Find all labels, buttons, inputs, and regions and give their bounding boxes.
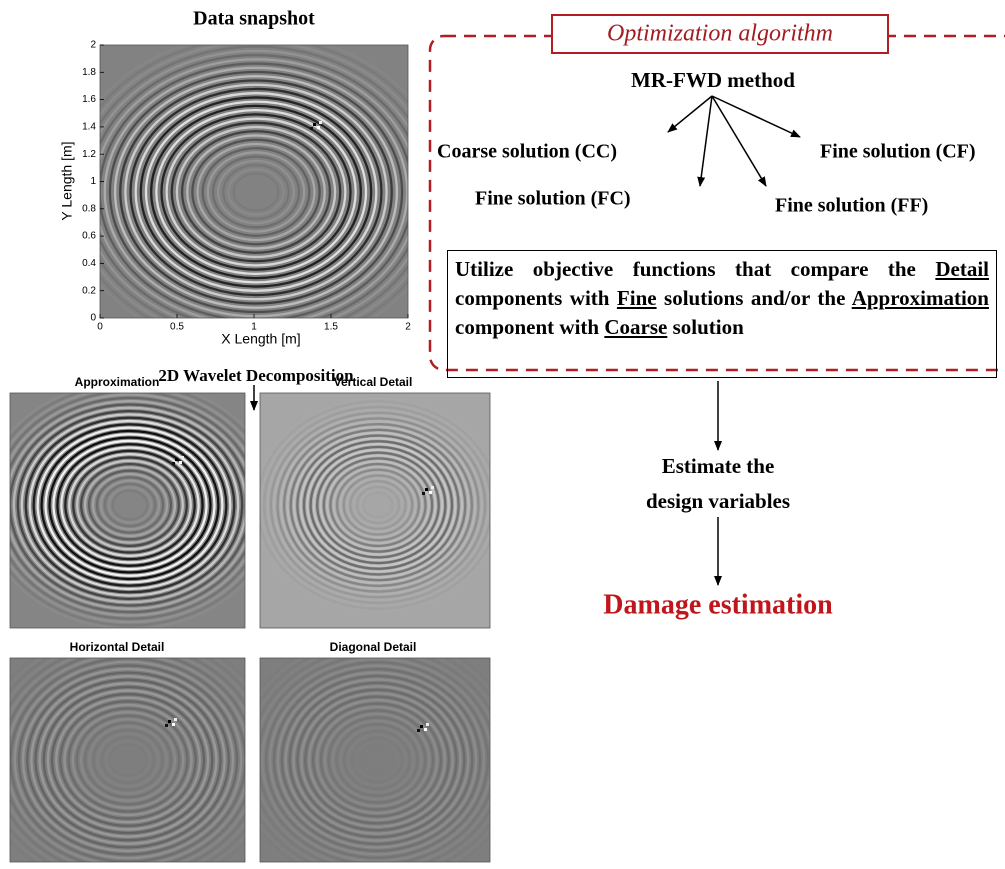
estimate-line: Estimate the (662, 454, 775, 478)
x-tick-label: 0 (97, 322, 103, 333)
arrow (712, 96, 766, 186)
damage-spot (317, 126, 320, 129)
objective-box: Utilize objective functions that compare… (447, 250, 997, 378)
arrow (712, 96, 800, 137)
result: Damage estimation (603, 589, 833, 620)
wavelet-panels (0, 381, 523, 869)
snapshot-image: 00.511.5200.20.40.60.811.21.41.61.82 (64, 34, 449, 350)
damage-spot (420, 725, 423, 728)
damage-spot (417, 729, 420, 732)
damage-spot (175, 458, 178, 461)
damage-spot (319, 121, 322, 124)
diagram: Data snapshot 00.511.5200.20.40.60.811.2… (0, 0, 1005, 869)
damage-spot (174, 718, 177, 721)
objective-text: solution (667, 315, 743, 339)
y-tick-label: 1 (90, 176, 96, 187)
damage-spot (431, 486, 434, 489)
damage-spot (310, 127, 313, 130)
wave-image (0, 626, 283, 869)
damage-spot (172, 462, 175, 465)
damage-spot (168, 720, 171, 723)
damage-spot (179, 461, 182, 464)
objective-term: Approximation (852, 286, 989, 310)
x-tick-label: 2 (405, 322, 411, 333)
y-tick-label: 0.8 (82, 203, 96, 214)
solution: Coarse solution (CC) (437, 141, 617, 163)
method-arrows (668, 96, 800, 186)
y-tick-label: 0.6 (82, 231, 96, 242)
damage-spot (424, 728, 427, 731)
damage-spot (165, 724, 168, 727)
objective-term: Coarse (604, 315, 667, 339)
y-tick-label: 0 (90, 313, 96, 324)
y-tick-label: 1.2 (82, 149, 96, 160)
x-axis-label: X Length [m] (221, 331, 300, 347)
estimate-line: design variables (646, 489, 790, 513)
solution: Fine solution (CF) (820, 141, 976, 163)
y-tick-label: 0.4 (82, 258, 96, 269)
objective-term: Fine (617, 286, 657, 310)
damage-spot (181, 456, 184, 459)
wave-image (254, 393, 501, 628)
y-tick-label: 1.4 (82, 122, 96, 133)
damage-spot (426, 723, 429, 726)
y-tick-label: 0.2 (82, 285, 96, 296)
panel-title: Vertical Detail (334, 375, 413, 389)
panel-title: Approximation (75, 375, 160, 389)
objective-text: component with (455, 315, 604, 339)
wave-image (64, 34, 449, 350)
wave-image (0, 381, 278, 628)
objective-term: Detail (935, 257, 989, 281)
y-tick-label: 1.8 (82, 67, 96, 78)
y-tick-label: 1.6 (82, 94, 96, 105)
page: Data snapshot 00.511.5200.20.40.60.811.2… (0, 0, 1005, 869)
arrow (700, 96, 712, 186)
objective-text: solutions and/or the (657, 286, 852, 310)
x-tick-label: 1.5 (324, 322, 338, 333)
damage-spot (422, 492, 425, 495)
damage-spot (429, 491, 432, 494)
damage-spot (172, 723, 175, 726)
snapshot-title: Data snapshot (193, 8, 315, 30)
arrow (668, 96, 712, 132)
objective-text: Utilize objective functions that compare… (455, 257, 935, 281)
damage-spot (425, 488, 428, 491)
wave-image (231, 631, 523, 869)
method: MR-FWD method (631, 68, 795, 92)
y-tick-label: 2 (90, 40, 96, 51)
x-tick-label: 0.5 (170, 322, 184, 333)
optimization-title: Optimization algorithm (607, 21, 833, 47)
panel-title: Diagonal Detail (330, 640, 417, 654)
objective-text: components with (455, 286, 617, 310)
y-axis-label: Y Length [m] (59, 141, 75, 220)
panel-title: Horizontal Detail (70, 640, 165, 654)
solution: Fine solution (FC) (475, 188, 631, 210)
solution: Fine solution (FF) (775, 195, 928, 217)
decomposition-label: 2D Wavelet Decomposition (158, 366, 354, 385)
damage-spot (313, 123, 316, 126)
